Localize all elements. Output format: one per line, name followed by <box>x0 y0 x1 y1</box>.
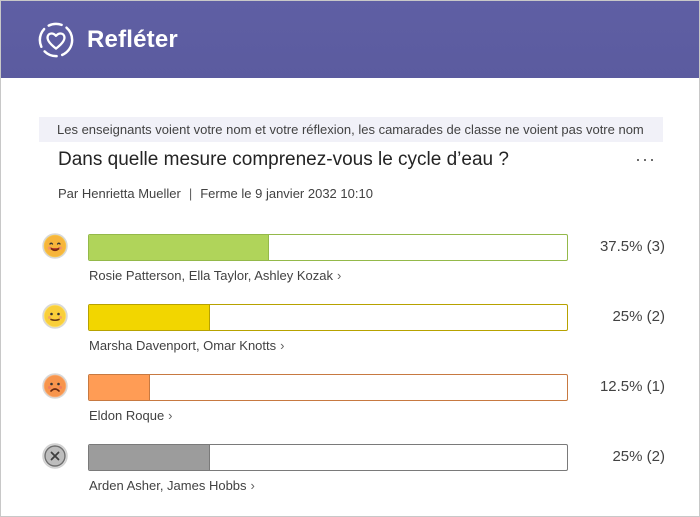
response-percent: 25% (2) <box>612 308 665 325</box>
no-response-icon <box>42 443 68 469</box>
response-row-no-response: 25% (2) Arden Asher, James Hobbs › <box>1 443 699 503</box>
chevron-right-icon: › <box>168 408 173 423</box>
respondent-names-link[interactable]: Marsha Davenport, Omar Knotts › <box>89 338 284 353</box>
app-title: Refléter <box>87 25 178 53</box>
response-bar <box>88 304 568 331</box>
respondent-names: Eldon Roque <box>89 408 165 423</box>
privacy-notice: Les enseignants voient votre nom et votr… <box>39 117 663 142</box>
respondent-names: Marsha Davenport, Omar Knotts <box>89 338 277 353</box>
response-bar-fill <box>89 445 210 470</box>
response-percent: 12.5% (1) <box>599 378 665 395</box>
response-bar-fill <box>89 305 210 330</box>
chevron-right-icon: › <box>280 338 285 353</box>
response-bar <box>88 374 568 401</box>
chevron-right-icon: › <box>250 478 255 493</box>
response-percent: 37.5% (3) <box>599 238 665 255</box>
response-bar <box>88 444 568 471</box>
response-bar <box>88 234 568 261</box>
respondent-names: Rosie Patterson, Ella Taylor, Ashley Koz… <box>89 268 333 283</box>
question-title: Dans quelle mesure comprenez-vous le cyc… <box>58 149 509 170</box>
happy-face-icon <box>42 233 68 259</box>
neutral-face-icon <box>42 303 68 329</box>
sad-face-icon <box>42 373 68 399</box>
closing-date: Ferme le 9 janvier 2032 10:10 <box>200 186 373 201</box>
response-row-neutral: 25% (2) Marsha Davenport, Omar Knotts › <box>1 303 699 363</box>
response-percent: 25% (2) <box>612 448 665 465</box>
response-bar-fill <box>89 235 270 260</box>
meta-separator: | <box>188 186 193 201</box>
more-options-button[interactable]: ··· <box>635 149 656 169</box>
heart-in-dashed-circle-icon <box>38 22 74 57</box>
response-bar-fill <box>89 375 150 400</box>
app-header: Refléter <box>1 1 699 78</box>
respondent-names-link[interactable]: Arden Asher, James Hobbs › <box>89 478 255 493</box>
respondent-names-link[interactable]: Eldon Roque › <box>89 408 173 423</box>
author-label: Par Henrietta Mueller <box>58 186 181 201</box>
question-meta: Par Henrietta Mueller | Ferme le 9 janvier… <box>58 186 373 201</box>
respondent-names-link[interactable]: Rosie Patterson, Ella Taylor, Ashley Koz… <box>89 268 341 283</box>
respondent-names: Arden Asher, James Hobbs <box>89 478 247 493</box>
response-row-sad: 12.5% (1) Eldon Roque › <box>1 373 699 433</box>
response-row-happy: 37.5% (3) Rosie Patterson, Ella Taylor, … <box>1 233 699 293</box>
chevron-right-icon: › <box>337 268 342 283</box>
